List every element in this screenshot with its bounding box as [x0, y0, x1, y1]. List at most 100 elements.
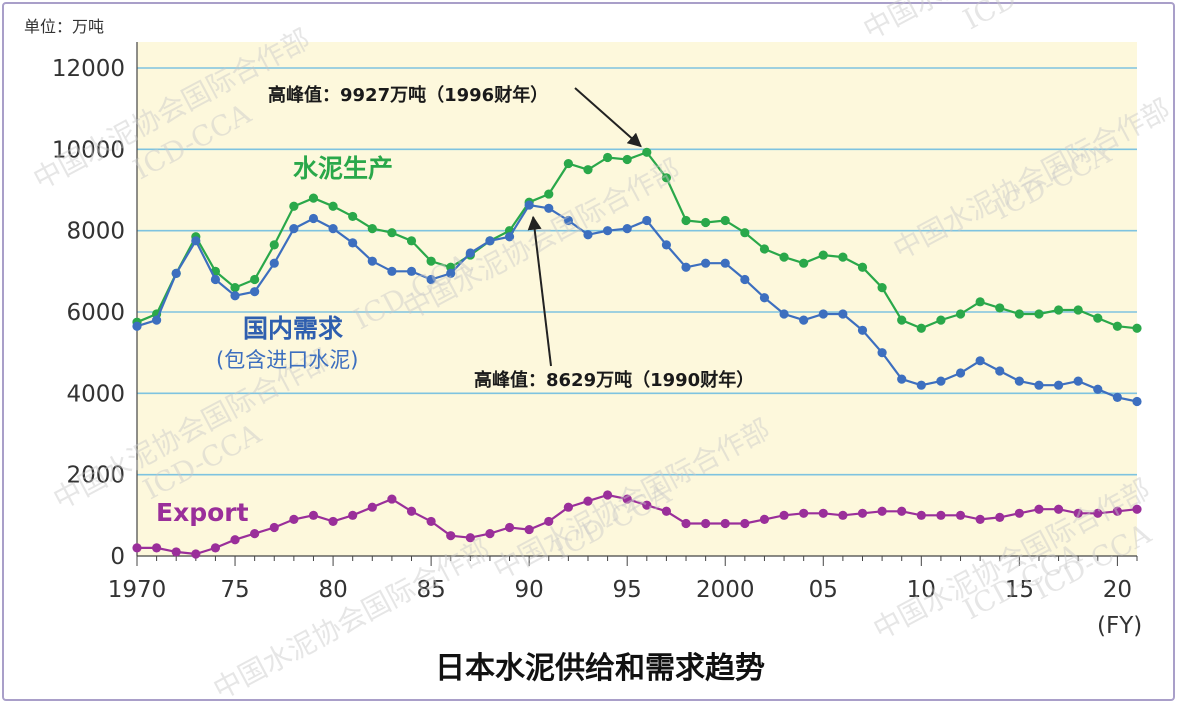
data-point [1053, 380, 1064, 390]
data-point [269, 240, 279, 250]
data-point [701, 217, 711, 228]
data-point [465, 533, 475, 543]
data-point [230, 535, 240, 545]
data-point [289, 514, 299, 525]
data-point [779, 309, 789, 319]
x-tick-1995: 95 [613, 577, 642, 603]
data-point [857, 325, 868, 335]
data-point [759, 293, 770, 303]
data-point [230, 283, 240, 293]
data-point [485, 529, 495, 539]
data-point [955, 510, 966, 520]
y-tick-2000: 2000 [66, 463, 125, 489]
y-tick-12000: 12000 [52, 56, 125, 82]
data-point [759, 514, 770, 525]
data-point [230, 291, 240, 301]
data-point [583, 230, 593, 240]
annotation-arrow-demand [527, 215, 552, 367]
data-point [485, 236, 495, 246]
data-point [406, 506, 417, 516]
data-point [818, 309, 828, 319]
x-unit-label: (FY) [1097, 613, 1142, 639]
data-point [1093, 508, 1103, 518]
data-point [877, 506, 887, 516]
data-point [936, 510, 946, 520]
data-point [563, 158, 573, 169]
data-point [348, 211, 358, 222]
x-tick-2020: 20 [1103, 577, 1132, 603]
data-point [1093, 313, 1103, 323]
x-tick-1975: 75 [220, 577, 249, 603]
watermark-text: ICD-CCA [958, 0, 1087, 36]
data-point [975, 356, 985, 366]
data-point [426, 274, 436, 285]
data-point [799, 508, 809, 518]
annotation-peak-production: 高峰值：9927万吨（1996财年） [268, 84, 548, 106]
data-point [642, 147, 652, 157]
data-point [602, 226, 613, 236]
data-point [622, 224, 632, 234]
data-point [524, 200, 534, 210]
data-point [1014, 309, 1024, 319]
data-point [504, 522, 515, 533]
data-point [857, 508, 868, 518]
data-point [583, 496, 593, 506]
data-point [250, 274, 260, 285]
x-tick-1985: 85 [416, 577, 445, 603]
data-point [779, 252, 789, 262]
x-tick-labels: 1970 75 80 85 90 95 2000 05 10 15 20 [108, 577, 1132, 603]
data-point [426, 256, 436, 266]
data-point [799, 315, 809, 325]
data-point [387, 266, 397, 276]
data-point [995, 303, 1005, 313]
y-tick-6000: 6000 [66, 300, 125, 326]
data-point [818, 250, 828, 260]
data-point [622, 154, 632, 165]
data-point [1053, 305, 1064, 315]
data-point [779, 510, 789, 520]
data-point [602, 152, 613, 163]
data-point [720, 215, 730, 226]
data-point [328, 516, 338, 527]
x-tick-1990: 90 [515, 577, 544, 603]
data-point [838, 309, 848, 319]
data-point [955, 309, 966, 319]
data-point [250, 287, 260, 297]
data-point [210, 274, 221, 285]
data-point [661, 506, 672, 516]
x-tick-2010: 10 [907, 577, 936, 603]
y-tick-10000: 10000 [52, 137, 125, 163]
data-point [289, 201, 299, 211]
data-point [916, 380, 926, 390]
data-point [995, 366, 1005, 376]
data-point [1132, 504, 1142, 514]
data-point [1034, 504, 1044, 514]
data-point [446, 268, 456, 278]
data-point [877, 283, 887, 293]
data-point [191, 549, 201, 559]
data-point [1014, 508, 1024, 518]
data-point [838, 252, 848, 262]
data-point [446, 531, 456, 541]
data-point [171, 547, 181, 557]
x-tick-2005: 05 [809, 577, 838, 603]
data-point [583, 165, 593, 175]
data-point [132, 321, 142, 331]
data-point [269, 258, 279, 268]
data-point [426, 516, 436, 527]
data-point [563, 502, 573, 512]
data-point [328, 224, 338, 234]
data-point [367, 256, 377, 266]
data-point [406, 266, 417, 276]
data-point [504, 232, 515, 242]
data-point [1034, 309, 1044, 319]
data-point [799, 258, 809, 268]
data-point [1132, 323, 1142, 333]
data-point [289, 224, 299, 234]
y-tick-0: 0 [110, 544, 125, 570]
legend-domestic-demand: 国内需求 [243, 314, 343, 343]
data-point [857, 262, 868, 272]
series-line-2 [137, 493, 1138, 556]
data-point [661, 173, 672, 183]
data-point [1093, 384, 1103, 394]
